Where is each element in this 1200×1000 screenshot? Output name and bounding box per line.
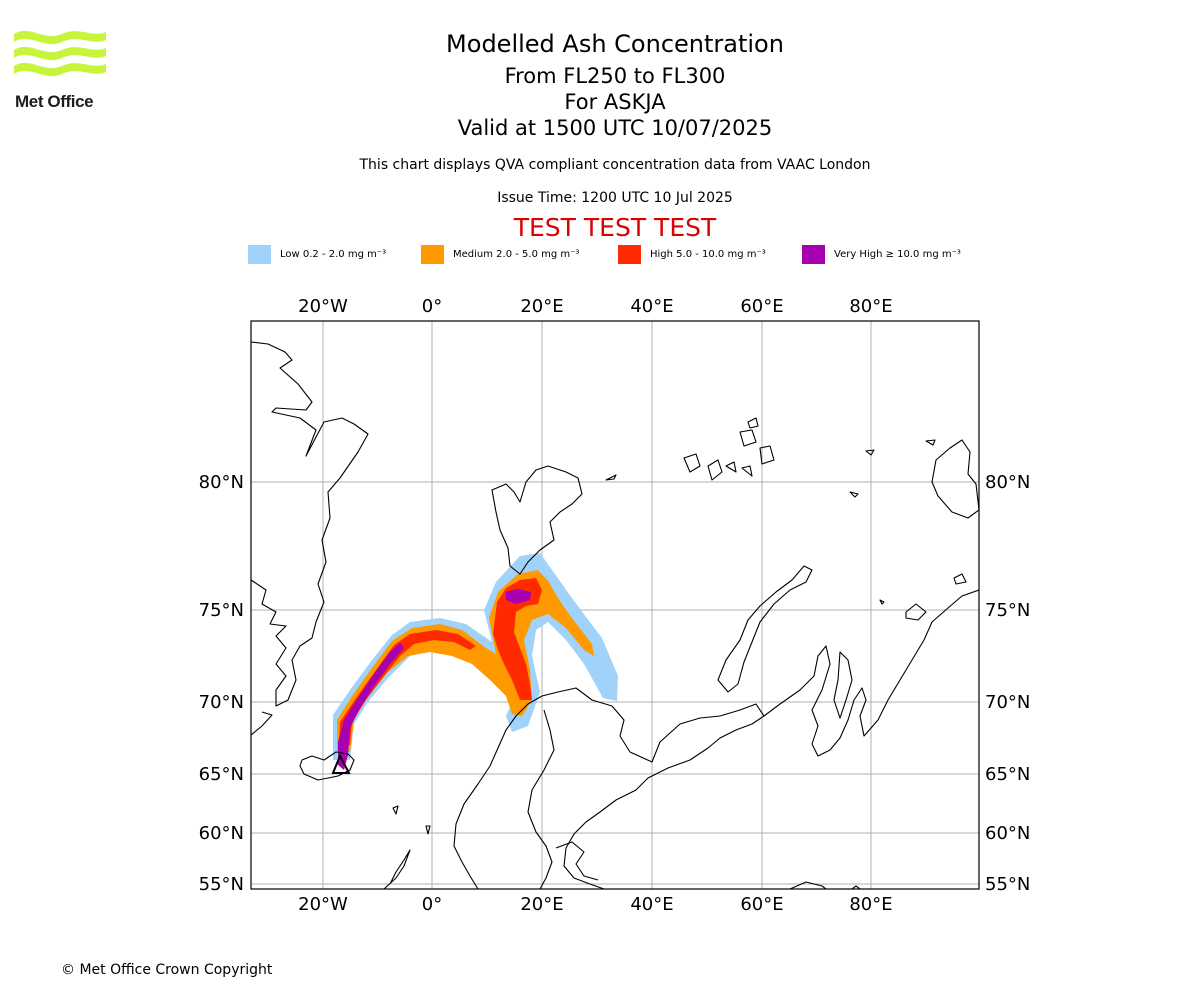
lat-label-60n-left: 60°N xyxy=(199,823,244,844)
lon-label-40e-top: 40°E xyxy=(630,296,673,317)
lat-label-55n-right: 55°N xyxy=(985,874,1030,895)
coastline-svalbard xyxy=(491,465,583,575)
met-office-logo xyxy=(14,30,106,77)
map-background xyxy=(251,321,979,889)
legend-item-high: High 5.0 - 10.0 mg m⁻³ xyxy=(618,244,766,264)
coastline-severnaya-zemlya xyxy=(931,439,979,519)
ash-zone-very-high xyxy=(506,589,531,604)
ash-zone-very-high xyxy=(338,643,404,770)
coastline-uk-north xyxy=(383,849,411,889)
ash-zone-high xyxy=(493,578,542,700)
coastline-greenland-se xyxy=(251,711,273,736)
lon-label-40e-bottom: 40°E xyxy=(630,894,673,915)
lon-labels-top: 20°W 0° 20°E 40°E 60°E 80°E xyxy=(298,296,892,317)
coastline-franz-josef-land xyxy=(683,417,775,481)
coastlines xyxy=(251,341,979,889)
test-banner: TEST TEST TEST xyxy=(513,213,717,242)
coastline-svalbard-east xyxy=(605,474,617,481)
lon-label-0-top: 0° xyxy=(422,296,442,317)
lat-label-60n-right: 60°N xyxy=(985,823,1030,844)
lat-label-65n-right: 65°N xyxy=(985,764,1030,785)
legend-label-high: High 5.0 - 10.0 mg m⁻³ xyxy=(650,248,766,260)
triangle-icon xyxy=(331,753,351,774)
legend-label-medium: Medium 2.0 - 5.0 mg m⁻³ xyxy=(453,248,580,260)
lat-label-55n-left: 55°N xyxy=(199,874,244,895)
coastline-greenland xyxy=(251,341,369,707)
lon-label-60e-top: 60°E xyxy=(740,296,783,317)
legend-label-very-high: Very High ≥ 10.0 mg m⁻³ xyxy=(834,248,961,260)
legend-swatch-high xyxy=(618,244,641,264)
lat-label-65n-left: 65°N xyxy=(199,764,244,785)
lon-label-20e-top: 20°E xyxy=(520,296,563,317)
coastline-novaya-zemlya xyxy=(717,565,813,693)
map-frame xyxy=(250,320,980,890)
ash-zone-medium xyxy=(337,570,594,752)
lon-label-0-bottom: 0° xyxy=(422,894,442,915)
chart-title: Modelled Ash Concentration xyxy=(446,30,784,58)
ash-plume xyxy=(333,553,618,770)
coastline-kara-islands xyxy=(879,573,967,621)
lat-label-80n-left: 80°N xyxy=(199,472,244,493)
coastline-yamal xyxy=(833,651,853,719)
met-office-logo-text: Met Office xyxy=(15,92,94,111)
lon-label-20e-bottom: 20°E xyxy=(520,894,563,915)
compliance-note: This chart displays QVA compliant concen… xyxy=(359,157,871,173)
lat-label-80n-right: 80°N xyxy=(985,472,1030,493)
legend-item-low: Low 0.2 - 2.0 mg m⁻³ xyxy=(248,244,386,264)
legend-swatch-very-high xyxy=(802,244,825,264)
coastline-severnaya-islands xyxy=(849,439,936,498)
legend-label-low: Low 0.2 - 2.0 mg m⁻³ xyxy=(280,248,387,260)
lon-label-20w-bottom: 20°W xyxy=(298,894,348,915)
lon-label-20w-top: 20°W xyxy=(298,296,348,317)
lon-label-80e-top: 80°E xyxy=(849,296,892,317)
legend-swatch-medium xyxy=(421,244,444,264)
legend-item-medium: Medium 2.0 - 5.0 mg m⁻³ xyxy=(421,244,579,264)
coastline-russia-arctic xyxy=(763,589,979,757)
lon-label-80e-bottom: 80°E xyxy=(849,894,892,915)
coastline-iceland xyxy=(299,751,355,781)
lat-labels-left: 80°N 75°N 70°N 65°N 60°N 55°N xyxy=(199,472,244,895)
legend-swatch-low xyxy=(248,244,271,264)
coastline-baltic xyxy=(555,841,599,881)
lat-label-70n-right: 70°N xyxy=(985,692,1030,713)
lat-label-70n-left: 70°N xyxy=(199,692,244,713)
valid-time-subtitle: Valid at 1500 UTC 10/07/2025 xyxy=(457,116,773,140)
lon-labels-bottom: 20°W 0° 20°E 40°E 60°E 80°E xyxy=(298,894,892,915)
legend-item-very-high: Very High ≥ 10.0 mg m⁻³ xyxy=(802,244,961,264)
coastline-south-russia xyxy=(789,881,861,889)
volcano-subtitle: For ASKJA xyxy=(564,90,666,114)
lat-labels-right: 80°N 75°N 70°N 65°N 60°N 55°N xyxy=(985,472,1030,895)
flight-level-subtitle: From FL250 to FL300 xyxy=(504,64,726,88)
issue-time: Issue Time: 1200 UTC 10 Jul 2025 xyxy=(497,190,733,206)
copyright-notice: © Met Office Crown Copyright xyxy=(61,962,273,978)
lon-label-60e-bottom: 60°E xyxy=(740,894,783,915)
lat-label-75n-right: 75°N xyxy=(985,600,1030,621)
lat-label-75n-left: 75°N xyxy=(199,600,244,621)
coastline-gulf-of-bothnia xyxy=(527,709,555,889)
coastline-shetland xyxy=(392,805,431,835)
